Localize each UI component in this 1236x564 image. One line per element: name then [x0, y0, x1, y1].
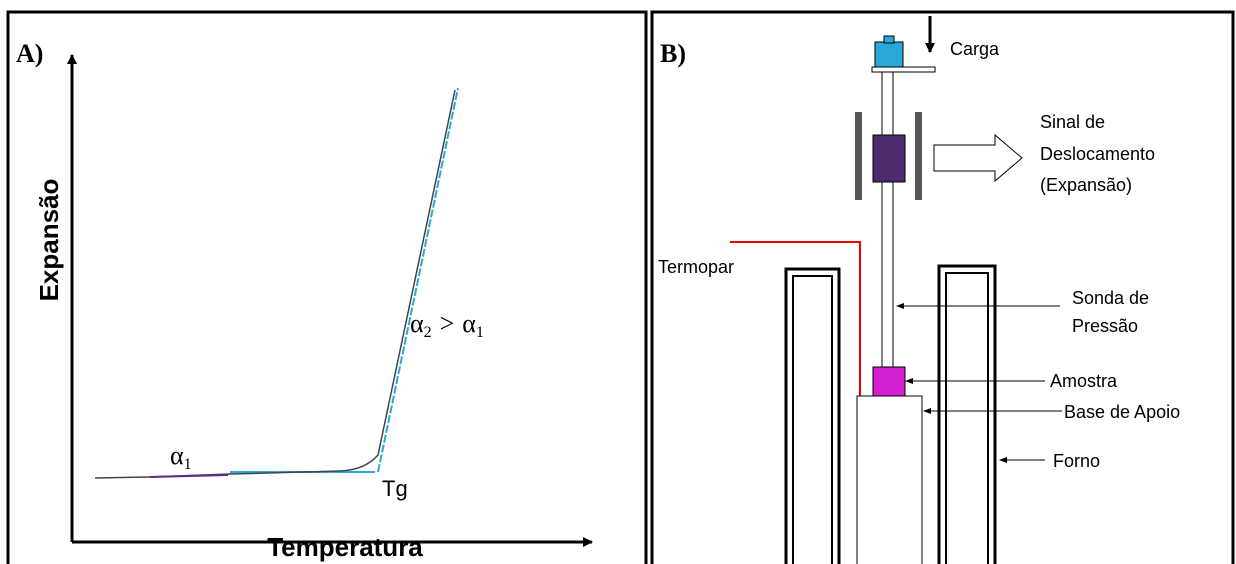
load-knob [883, 35, 895, 44]
base-label: Base de Apoio [1064, 402, 1180, 422]
subscript: 2 [424, 324, 432, 341]
support-base [856, 395, 923, 564]
line: Sinal de [1040, 112, 1105, 132]
y-axis-title: Expansão [34, 179, 64, 302]
furnace-wall [784, 267, 841, 564]
expansion-curve [94, 89, 456, 479]
furnace-wall [937, 264, 997, 564]
subscript: 1 [476, 324, 484, 341]
probe-rod [881, 71, 894, 369]
symbol: α [462, 309, 476, 338]
x-axis-title: Temperatura [267, 532, 423, 562]
load-plate [871, 66, 936, 73]
sample-label: Amostra [1050, 371, 1118, 391]
tangent-high [377, 87, 459, 473]
slope-label: α2 > α1 [410, 309, 484, 341]
line: (Expansão) [1040, 175, 1132, 195]
signal-label: Sinal de Deslocamento (Expansão) [1040, 112, 1155, 195]
probe-label: Sonda de Pressão [1072, 288, 1149, 336]
operator: > [440, 309, 455, 338]
alpha1-label: α1 [170, 441, 192, 473]
symbol: α [410, 309, 424, 338]
line: Deslocamento [1040, 144, 1155, 164]
line: Pressão [1072, 316, 1138, 336]
panel-a-frame [6, 10, 648, 564]
tg-label: Tg [382, 476, 408, 501]
signal-arrow [933, 133, 1023, 183]
sensor-bar [855, 112, 862, 200]
thermocouple-wire [730, 241, 861, 396]
line: Sonda de [1072, 288, 1149, 308]
furnace-label: Forno [1053, 451, 1100, 471]
sample [872, 366, 906, 397]
load-block [874, 41, 904, 69]
subscript: 1 [184, 456, 192, 473]
alpha1-segment [149, 474, 229, 478]
panel-label: B) [660, 39, 686, 68]
panel-label: A) [16, 39, 43, 68]
displacement-sensor [872, 134, 906, 183]
symbol: α [170, 441, 184, 470]
thermocouple-label: Termopar [658, 257, 734, 277]
sensor-bar [915, 112, 922, 200]
panel-b-frame [650, 10, 1235, 564]
furnace-wall [792, 275, 833, 564]
load-label: Carga [950, 39, 1000, 59]
furnace-wall [945, 272, 989, 564]
